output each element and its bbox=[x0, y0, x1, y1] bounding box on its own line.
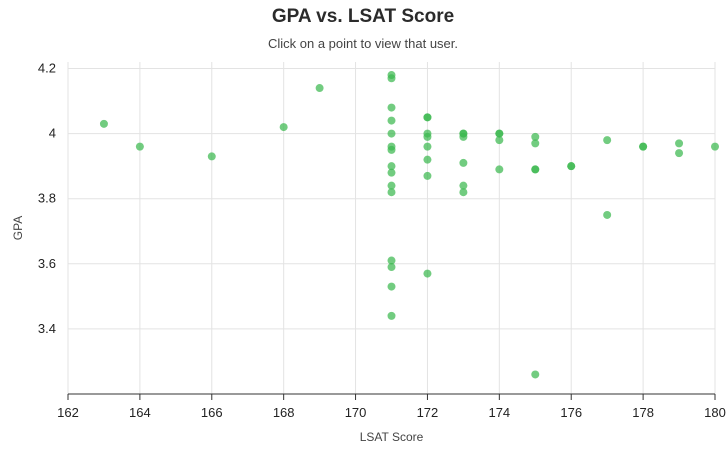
grid-lines bbox=[67, 62, 716, 400]
data-point[interactable] bbox=[531, 370, 540, 379]
y-axis-label: GPA bbox=[11, 216, 25, 240]
data-point[interactable] bbox=[711, 142, 719, 151]
x-axis-label: LSAT Score bbox=[360, 430, 424, 444]
data-point[interactable] bbox=[459, 188, 468, 197]
data-point[interactable] bbox=[135, 142, 144, 151]
data-point[interactable] bbox=[531, 139, 540, 148]
x-tick-label: 170 bbox=[345, 405, 367, 420]
data-point[interactable] bbox=[423, 132, 432, 141]
data-point[interactable] bbox=[387, 145, 396, 154]
data-point[interactable] bbox=[387, 168, 396, 177]
data-point[interactable] bbox=[675, 139, 684, 148]
data-point[interactable] bbox=[423, 171, 432, 180]
data-point[interactable] bbox=[387, 282, 396, 291]
data-point[interactable] bbox=[387, 116, 396, 125]
data-point[interactable] bbox=[675, 149, 684, 158]
data-point[interactable] bbox=[639, 142, 648, 151]
data-point[interactable] bbox=[387, 263, 396, 272]
data-point[interactable] bbox=[531, 165, 540, 174]
data-point[interactable] bbox=[603, 136, 612, 145]
data-point[interactable] bbox=[387, 103, 396, 112]
chart-subtitle: Click on a point to view that user. bbox=[267, 36, 459, 51]
y-tick-label: 3.4 bbox=[38, 321, 56, 336]
data-point[interactable] bbox=[387, 188, 396, 197]
data-point[interactable] bbox=[603, 210, 612, 219]
data-point[interactable] bbox=[459, 181, 468, 190]
data-point[interactable] bbox=[567, 162, 576, 171]
x-tick-label: 162 bbox=[57, 405, 79, 420]
data-point[interactable] bbox=[387, 311, 396, 320]
data-point[interactable] bbox=[387, 74, 396, 83]
tick-labels: 162 164 166 168 170 172 174 176 178 180 3.4 3.6 3.8 4… bbox=[38, 61, 726, 420]
data-point[interactable] bbox=[423, 113, 432, 122]
data-points bbox=[99, 71, 719, 379]
data-point[interactable] bbox=[207, 152, 216, 161]
data-point[interactable] bbox=[423, 142, 432, 151]
data-point[interactable] bbox=[99, 119, 108, 128]
data-point[interactable] bbox=[279, 123, 288, 132]
y-tick-label: 4 bbox=[49, 126, 56, 141]
x-tick-label: 178 bbox=[632, 405, 654, 420]
data-point[interactable] bbox=[495, 136, 504, 145]
data-point[interactable] bbox=[459, 132, 468, 141]
y-tick-label: 3.8 bbox=[38, 191, 56, 206]
x-tick-label: 172 bbox=[417, 405, 439, 420]
y-tick-label: 4.2 bbox=[38, 61, 56, 76]
x-tick-label: 164 bbox=[129, 405, 151, 420]
x-tick-label: 166 bbox=[201, 405, 223, 420]
data-point[interactable] bbox=[387, 162, 396, 171]
data-point[interactable] bbox=[423, 269, 432, 278]
data-point[interactable] bbox=[495, 165, 504, 174]
data-point[interactable] bbox=[387, 181, 396, 190]
chart-title: GPA vs. LSAT Score bbox=[271, 6, 455, 27]
data-point[interactable] bbox=[315, 84, 324, 93]
data-point[interactable] bbox=[495, 129, 504, 138]
x-tick-label: 168 bbox=[273, 405, 295, 420]
x-tick-label: 180 bbox=[704, 405, 726, 420]
data-point[interactable] bbox=[459, 158, 468, 167]
data-point[interactable] bbox=[531, 132, 540, 141]
data-point[interactable] bbox=[423, 155, 432, 164]
x-tick-label: 176 bbox=[560, 405, 582, 420]
data-point[interactable] bbox=[387, 129, 396, 138]
x-tick-label: 174 bbox=[488, 405, 510, 420]
y-tick-label: 3.6 bbox=[38, 256, 56, 271]
data-point[interactable] bbox=[387, 256, 396, 265]
